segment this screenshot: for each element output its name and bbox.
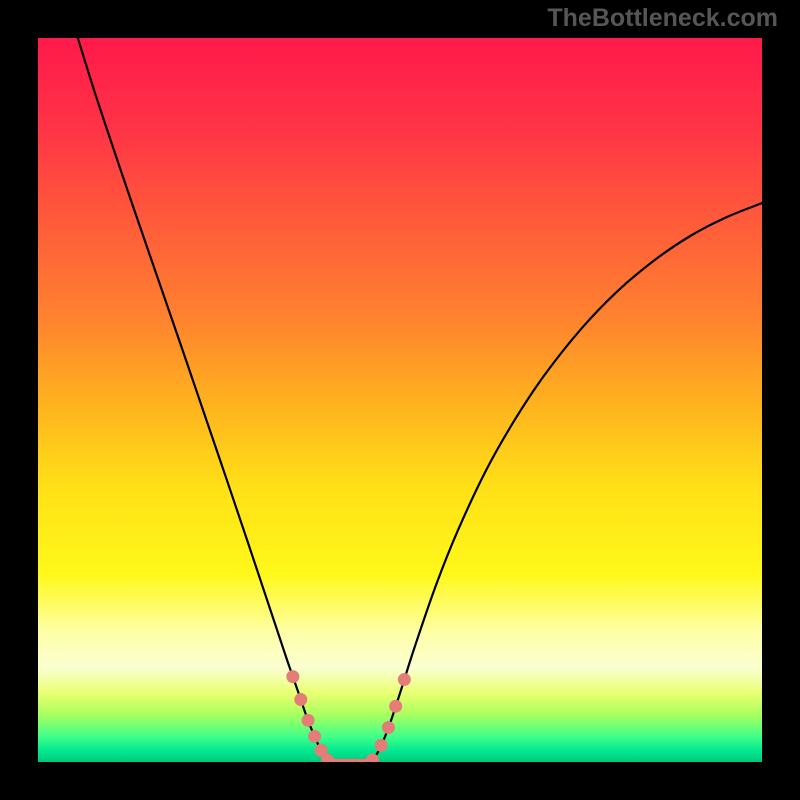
marker-left-2 bbox=[302, 714, 315, 727]
chart-frame: TheBottleneck.com bbox=[0, 0, 800, 800]
marker-left-1 bbox=[294, 693, 307, 706]
marker-right-4 bbox=[398, 673, 411, 686]
curve-left bbox=[78, 38, 329, 762]
plot-area bbox=[38, 38, 762, 762]
marker-right-1 bbox=[375, 739, 388, 752]
marker-right-2 bbox=[382, 721, 395, 734]
curve-right bbox=[371, 203, 762, 762]
marker-left-3 bbox=[308, 730, 321, 743]
watermark-text: TheBottleneck.com bbox=[547, 4, 778, 33]
marker-right-3 bbox=[389, 700, 402, 713]
marker-left-0 bbox=[286, 670, 299, 683]
curve-layer bbox=[38, 38, 762, 762]
